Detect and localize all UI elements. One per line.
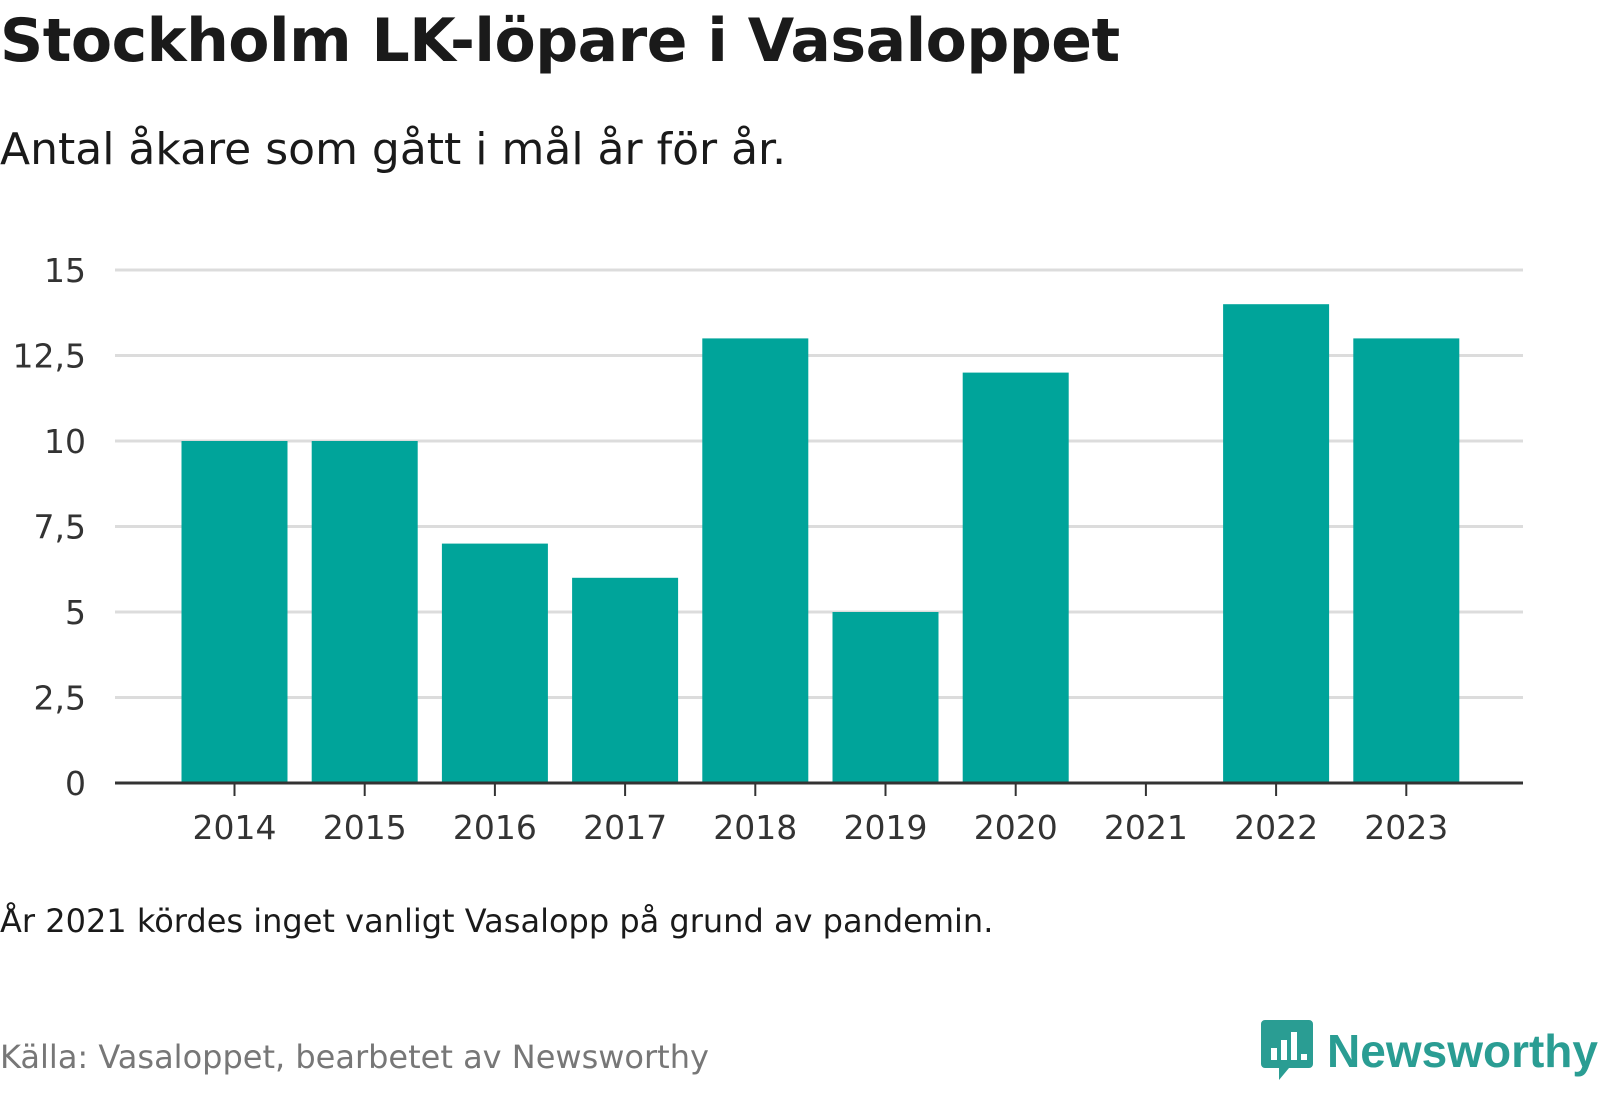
bar-2018[interactable] <box>702 338 809 783</box>
bar-2023[interactable] <box>1353 338 1460 783</box>
bar-2015[interactable] <box>311 441 418 783</box>
x-tick-label: 2023 <box>1364 808 1448 847</box>
chart-subtitle: Antal åkare som gått i mål år för år. <box>0 124 787 175</box>
bars <box>181 304 1460 783</box>
chart-title: Stockholm LK-löpare i Vasaloppet <box>0 6 1120 76</box>
x-tick-label: 2014 <box>193 808 277 847</box>
y-axis-ticks: 0 2,5 5 7,5 10 12,5 15 <box>13 251 86 803</box>
source-credit: Källa: Vasaloppet, bearbetet av Newswort… <box>0 1038 709 1076</box>
x-tick-label: 2016 <box>453 808 537 847</box>
y-tick-label: 15 <box>44 251 86 290</box>
y-tick-label: 12,5 <box>13 337 86 376</box>
brand-name: Newsworthy <box>1327 1025 1598 1077</box>
bar-2014[interactable] <box>181 441 288 783</box>
newsworthy-logo-icon <box>1261 1020 1314 1080</box>
bar-2022[interactable] <box>1223 304 1330 783</box>
x-tick-label: 2020 <box>974 808 1058 847</box>
x-axis-ticks: 2014 2015 2016 2017 2018 2019 2020 2021 2022 2023 <box>193 783 1448 847</box>
y-tick-label: 7,5 <box>34 508 86 547</box>
x-tick-label: 2019 <box>844 808 928 847</box>
x-tick-label: 2022 <box>1234 808 1318 847</box>
brand-logo[interactable]: Newsworthy <box>1259 1016 1598 1086</box>
y-tick-label: 0 <box>65 764 86 803</box>
y-tick-label: 10 <box>44 422 86 461</box>
bar-2017[interactable] <box>572 577 679 783</box>
x-tick-label: 2015 <box>323 808 407 847</box>
x-tick-label: 2017 <box>583 808 667 847</box>
y-tick-label: 5 <box>65 593 86 632</box>
y-tick-label: 2,5 <box>34 679 86 718</box>
x-tick-label: 2018 <box>713 808 797 847</box>
x-tick-label: 2021 <box>1104 808 1188 847</box>
chart-note: År 2021 kördes inget vanligt Vasalopp på… <box>0 902 994 940</box>
bar-2016[interactable] <box>441 543 548 783</box>
bar-2019[interactable] <box>832 612 939 783</box>
bar-2020[interactable] <box>962 372 1069 783</box>
